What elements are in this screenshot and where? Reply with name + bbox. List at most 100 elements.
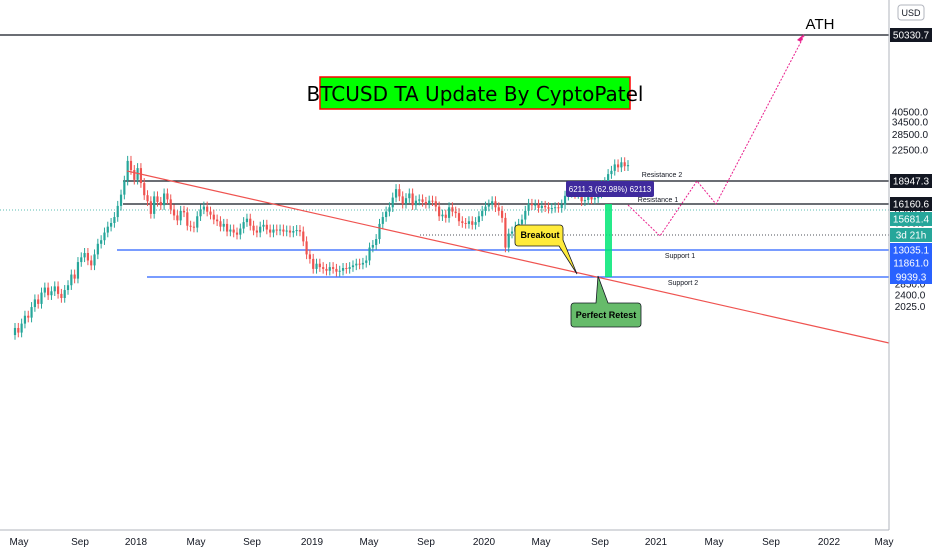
time-axis[interactable]: May Sep 2018 May Sep 2019 May Sep 2020 May Sep 2021… [0,529,932,550]
candle-body [447,207,451,218]
candle-body [504,217,507,248]
time-label: Sep [591,537,609,548]
candle-body [262,224,265,227]
candle-body [86,252,89,261]
candle-body [40,292,43,304]
candle-body [278,229,282,231]
time-label: 2018 [125,537,148,548]
candle-body [318,263,321,268]
candle-body [232,229,235,233]
time-label: May [360,537,379,548]
currency-button-box[interactable] [897,4,925,21]
price-tag-label: 3d 21h [896,231,927,242]
support-1-label: Support 1 [665,253,695,260]
candle-body [239,228,242,235]
price-tick-label: 2400.0 [895,291,926,302]
candle-body [288,230,292,233]
candle-body [156,196,159,202]
candle-body [590,196,593,200]
support-2-label: Support 2 [668,280,698,287]
price-tag-box [890,212,932,226]
candles [13,155,630,340]
candle-body [381,217,384,224]
candle-body [401,196,404,204]
candle-body [20,323,23,333]
candle-body [249,218,252,226]
candle-body [537,204,540,208]
candle-body [33,299,36,308]
breakout-callout-shape [514,224,578,275]
candle-body [13,327,17,336]
candle-body [550,207,553,209]
candle-body [37,299,40,304]
measure-box [566,181,654,197]
candle-body [96,243,99,255]
price-tag-box [890,28,932,42]
candle-body [371,245,374,248]
candle-body [398,189,401,197]
price-tag-box [890,197,932,211]
candle-body [308,254,312,259]
candle-body [295,230,298,232]
candle-body [534,204,537,206]
time-label: Sep [71,537,89,548]
candle-body [66,285,70,291]
price-tag-label: 16160.6 [893,200,930,211]
price-tag-label: 13035.1 [893,246,930,257]
candle-body [467,221,471,224]
candle-body [484,206,487,211]
candle-body [358,263,361,265]
price-axis[interactable]: 2025.02400.02850.03450.04250.05050.06050… [888,0,932,530]
measure-bar [605,204,612,277]
candle-body [242,222,245,229]
candle-body [494,201,497,208]
candle-body [464,223,467,225]
measure-annotation: 6211.3 (62.98%) 62113 [566,181,654,197]
candle-body [255,230,258,233]
candle-body [60,293,63,298]
candle-body [229,229,232,232]
price-tag-label: 50330.7 [893,31,930,42]
candle-body [368,247,371,261]
candle-body [328,267,331,271]
candle-body [613,164,616,171]
candle-body [219,221,222,227]
candle-body [388,207,391,212]
candle-body [626,165,630,167]
candle-body [563,195,567,205]
candle-body [100,240,103,244]
time-label: May [187,537,206,548]
candle-body [272,229,275,233]
candle-body [424,201,427,204]
candle-body [418,199,421,201]
candle-body [199,209,202,217]
drawings [126,34,890,344]
candle-body [593,198,596,200]
candle-body [547,207,550,209]
candle-body [113,217,116,224]
time-label: May [10,537,29,548]
candle-body [451,207,454,212]
candle-body [159,201,162,206]
candle-body [557,207,560,209]
price-tag-label: 11861.0 [893,259,929,270]
candle-body [143,183,146,196]
candle-body [610,170,613,175]
candle-body [298,230,302,232]
resistance-1-label: Resistance 1 [638,197,679,204]
candle-body [196,216,199,228]
price-tag-label: 15681.4 [893,215,930,226]
breakout-label: Breakout [520,230,559,240]
candle-body [331,267,335,269]
candle-body [338,270,341,272]
currency-button[interactable]: USD [897,4,925,21]
candle-body [351,265,355,268]
retest-callout-shape [570,275,642,328]
candle-body [544,205,547,208]
candle-body [63,290,66,298]
candle-body [225,223,229,232]
price-tags: 50330.7 18947.3 16160.6 15681.4 3d 21h 13035.… [890,28,932,284]
candle-body [30,307,33,318]
time-labels: May Sep 2018 May Sep 2019 May Sep 2020 May Sep 2021… [10,537,894,548]
